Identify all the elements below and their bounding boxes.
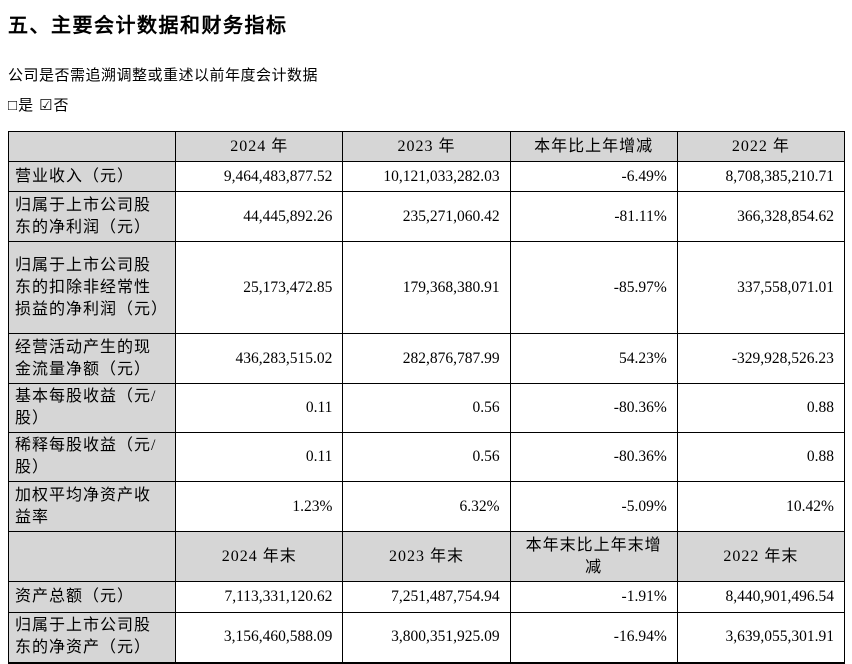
- value-cell-2023: 235,271,060.42: [342, 191, 511, 242]
- row-label: 经营活动产生的现金流量净额（元）: [7, 333, 177, 384]
- value-cell-2023: 7,251,487,754.94: [342, 581, 511, 613]
- value-cell-2022: 366,328,854.62: [676, 191, 845, 242]
- value-cell-yoy: -1.91%: [509, 581, 678, 613]
- table-row-net-profit: 归属于上市公司股东的净利润（元） 44,445,892.26 235,271,0…: [7, 191, 845, 242]
- value-cell-yoy: -81.11%: [509, 191, 678, 242]
- value-cell-2024: 3,156,460,588.09: [175, 612, 344, 664]
- value-cell-2023: 0.56: [342, 383, 511, 433]
- header-cell-2023: 2023 年: [342, 131, 511, 162]
- table-row-basic-eps: 基本每股收益（元/股） 0.11 0.56 -80.36% 0.88: [7, 383, 845, 433]
- value-cell-yoy: -85.97%: [509, 241, 678, 334]
- table-header-row: 2024 年 2023 年 本年比上年增减 2022 年: [7, 131, 845, 162]
- value-cell-2023: 179,368,380.91: [342, 241, 511, 334]
- value-cell-2023: 6.32%: [342, 481, 511, 532]
- value-cell-yoy: -5.09%: [509, 481, 678, 532]
- value-cell-yoy: -16.94%: [509, 612, 678, 664]
- header-cell-2022: 2022 年: [676, 131, 845, 162]
- value-cell-2024: 436,283,515.02: [175, 333, 344, 384]
- header-cell-yoy: 本年比上年增减: [509, 131, 678, 162]
- table-row-diluted-eps: 稀释每股收益（元/股） 0.11 0.56 -80.36% 0.88: [7, 432, 845, 482]
- value-cell-2024: 9,464,483,877.52: [175, 161, 344, 192]
- header-cell-blank: [7, 131, 177, 162]
- value-cell-2024: 7,113,331,120.62: [175, 581, 344, 613]
- header-cell-2024: 2024 年: [175, 131, 344, 162]
- value-cell-2024: 1.23%: [175, 481, 344, 532]
- value-cell-2022: 3,639,055,301.91: [676, 612, 845, 664]
- header-cell-2022-end: 2022 年末: [676, 531, 845, 582]
- value-cell-2023: 0.56: [342, 432, 511, 482]
- row-label: 归属于上市公司股东的净利润（元）: [7, 191, 177, 242]
- row-label: 资产总额（元）: [7, 581, 177, 613]
- value-cell-2023: 10,121,033,282.03: [342, 161, 511, 192]
- value-cell-2022: 0.88: [676, 432, 845, 482]
- checkbox-checked-icon: ☑: [39, 98, 53, 114]
- section-title: 五、主要会计数据和财务指标: [8, 15, 288, 37]
- value-cell-2023: 3,800,351,925.09: [342, 612, 511, 664]
- value-cell-2022: 0.88: [676, 383, 845, 433]
- value-cell-2022: 10.42%: [676, 481, 845, 532]
- table-row-operating-cash-flow: 经营活动产生的现金流量净额（元） 436,283,515.02 282,876,…: [7, 333, 845, 384]
- header-cell-yoy-end: 本年末比上年末增减: [509, 531, 678, 582]
- value-cell-yoy: -80.36%: [509, 432, 678, 482]
- value-cell-2022: -329,928,526.23: [676, 333, 845, 384]
- value-cell-2022: 8,708,385,210.71: [676, 161, 845, 192]
- value-cell-2023: 282,876,787.99: [342, 333, 511, 384]
- table-row-net-assets: 归属于上市公司股东的净资产（元） 3,156,460,588.09 3,800,…: [7, 612, 845, 664]
- checkbox-row: □是 ☑否: [8, 97, 844, 115]
- checkbox-yes-label: 是: [18, 98, 34, 114]
- header-cell-2024-end: 2024 年末: [175, 531, 344, 582]
- header-cell-2023-end: 2023 年末: [342, 531, 511, 582]
- row-label: 归属于上市公司股东的净资产（元）: [7, 612, 177, 664]
- checkbox-no: ☑否: [39, 98, 68, 114]
- restatement-question: 公司是否需追溯调整或重述以前年度会计数据: [8, 68, 319, 84]
- value-cell-2024: 44,445,892.26: [175, 191, 344, 242]
- value-cell-yoy: 54.23%: [509, 333, 678, 384]
- row-label: 营业收入（元）: [7, 161, 177, 192]
- table-row-total-assets: 资产总额（元） 7,113,331,120.62 7,251,487,754.9…: [7, 581, 845, 613]
- header-cell-blank: [7, 531, 177, 582]
- table-row-net-profit-excl-nonrecurring: 归属于上市公司股东的扣除非经常性损益的净利润（元） 25,173,472.85 …: [7, 241, 845, 334]
- value-cell-2022: 8,440,901,496.54: [676, 581, 845, 613]
- value-cell-2024: 0.11: [175, 432, 344, 482]
- value-cell-yoy: -6.49%: [509, 161, 678, 192]
- checkbox-yes: □是: [8, 98, 33, 114]
- table-header-row-yearend: 2024 年末 2023 年末 本年末比上年末增减 2022 年末: [7, 531, 845, 582]
- value-cell-yoy: -80.36%: [509, 383, 678, 433]
- table-row-weighted-avg-roe: 加权平均净资产收益率 1.23% 6.32% -5.09% 10.42%: [7, 481, 845, 532]
- value-cell-2024: 0.11: [175, 383, 344, 433]
- value-cell-2022: 337,558,071.01: [676, 241, 845, 334]
- table-row-revenue: 营业收入（元） 9,464,483,877.52 10,121,033,282.…: [7, 161, 845, 192]
- financial-indicators-table: 2024 年 2023 年 本年比上年增减 2022 年 营业收入（元） 9,4…: [7, 131, 845, 664]
- row-label: 稀释每股收益（元/股）: [7, 432, 177, 482]
- checkbox-no-label: 否: [53, 98, 69, 114]
- checkbox-unchecked-icon: □: [8, 98, 18, 114]
- row-label: 加权平均净资产收益率: [7, 481, 177, 532]
- row-label: 基本每股收益（元/股）: [7, 383, 177, 433]
- row-label: 归属于上市公司股东的扣除非经常性损益的净利润（元）: [7, 241, 177, 334]
- value-cell-2024: 25,173,472.85: [175, 241, 344, 334]
